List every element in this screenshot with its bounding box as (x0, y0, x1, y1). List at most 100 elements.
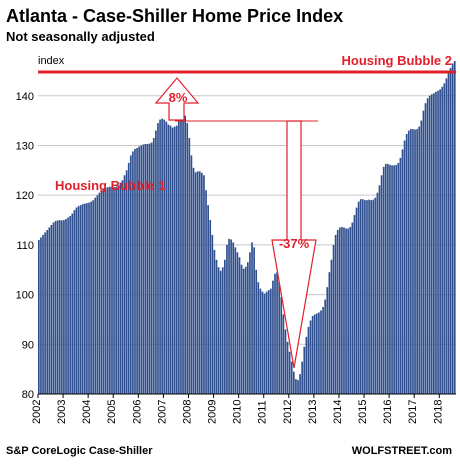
bar (303, 346, 306, 394)
bar (418, 126, 421, 394)
bar (96, 195, 99, 394)
bar (169, 125, 172, 394)
bar (217, 267, 220, 394)
bar (380, 175, 383, 394)
bar (188, 138, 191, 394)
bar (207, 205, 209, 394)
x-tick-label: 2007 (156, 400, 168, 424)
bar (180, 114, 182, 395)
bar (292, 371, 295, 394)
bar (224, 259, 226, 394)
x-tick-label: 2004 (81, 400, 93, 424)
bar (267, 290, 270, 394)
bar (443, 83, 446, 394)
bar (299, 374, 301, 394)
bar (121, 180, 124, 394)
bar (146, 143, 149, 394)
y-axis-ticks: 80 90 100 110 120 130 140 (16, 91, 34, 401)
bar (257, 282, 260, 394)
bar (83, 203, 86, 394)
bar (119, 182, 122, 394)
bar (343, 227, 345, 394)
bar (338, 227, 341, 394)
bar (449, 67, 452, 395)
chart-title: Atlanta - Case-Shiller Home Price Index (6, 6, 343, 26)
bar (433, 93, 435, 394)
bar (437, 90, 439, 394)
bar (286, 341, 289, 394)
bar (150, 142, 153, 394)
bar (428, 95, 431, 394)
bar (384, 163, 387, 394)
bar (127, 162, 130, 394)
bar (357, 201, 360, 394)
bar (163, 119, 166, 395)
bar (280, 297, 283, 394)
bar (259, 288, 262, 394)
bar (138, 146, 141, 394)
bar (368, 199, 370, 394)
increase-arrow (154, 77, 200, 121)
bar (142, 144, 145, 394)
bar (226, 244, 228, 394)
bar (426, 98, 429, 394)
bar (152, 138, 155, 394)
y-axis-label: index (38, 55, 65, 67)
y-tick-label: 130 (16, 140, 34, 152)
bar (332, 244, 335, 394)
bar (393, 165, 395, 394)
bar (215, 259, 218, 394)
bar (75, 207, 78, 394)
bar (238, 257, 241, 394)
bar (269, 288, 272, 394)
bar (322, 307, 324, 394)
bar (63, 220, 65, 394)
bar (330, 259, 333, 394)
bar (349, 226, 352, 394)
bar (313, 314, 316, 394)
bar (175, 125, 178, 394)
bar (211, 234, 214, 394)
bar (184, 115, 186, 395)
bar (341, 226, 343, 394)
bar (71, 213, 74, 394)
bar (410, 129, 412, 394)
bar (109, 186, 111, 394)
x-tick-label: 2012 (282, 400, 294, 424)
bar (232, 242, 235, 394)
bar (136, 147, 138, 394)
bar (387, 163, 389, 394)
bar (173, 126, 176, 394)
bar (251, 242, 253, 394)
bar (148, 143, 151, 394)
bar (144, 143, 147, 394)
bar (445, 78, 448, 395)
bar (115, 186, 118, 394)
bubble2-label: Housing Bubble 2 (342, 53, 453, 68)
bar (205, 190, 207, 394)
bar (132, 151, 134, 394)
bar (399, 157, 402, 394)
bar (213, 249, 216, 394)
bar (451, 63, 454, 395)
bar (209, 220, 212, 394)
bar (228, 238, 230, 394)
bar (288, 351, 291, 394)
bar (370, 200, 372, 394)
bar (301, 361, 304, 394)
bar (282, 314, 285, 394)
bar (364, 200, 366, 394)
bar (284, 329, 287, 394)
bar (69, 216, 72, 394)
bar (318, 312, 320, 394)
bar (44, 232, 46, 394)
x-tick-label: 2003 (56, 400, 68, 424)
bar (194, 172, 197, 394)
bar (416, 129, 418, 394)
footer-source: S&P CoreLogic Case-Shiller (6, 445, 153, 457)
bar (336, 229, 339, 394)
bar (54, 221, 57, 394)
bar (196, 171, 199, 394)
bar (192, 167, 195, 394)
bar (412, 129, 414, 394)
